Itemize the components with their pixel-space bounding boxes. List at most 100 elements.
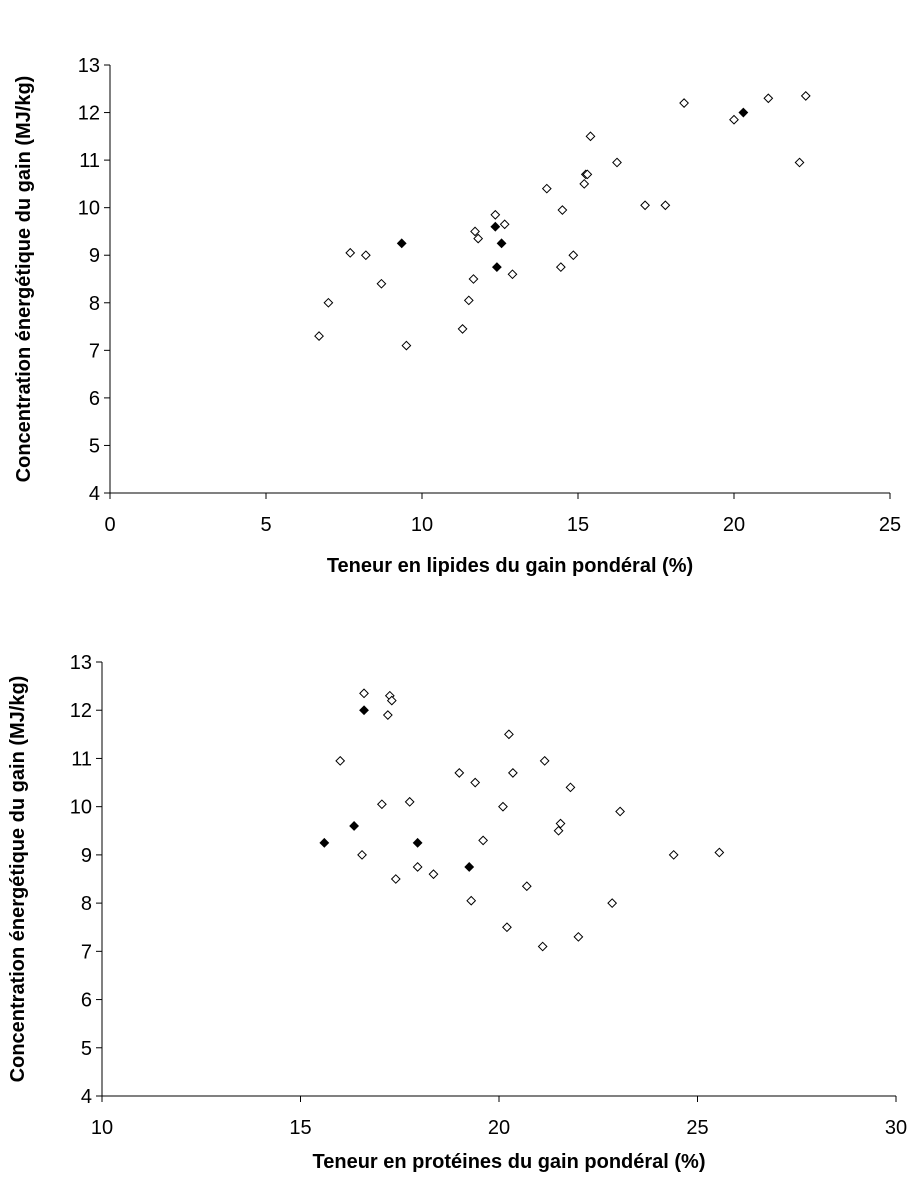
- data-point-open: [557, 205, 568, 215]
- data-point-open: [498, 801, 508, 812]
- x-tick-label: 30: [885, 1117, 907, 1139]
- data-point-open: [555, 262, 566, 273]
- x-tick-label: 25: [879, 514, 901, 536]
- data-point-open: [376, 799, 387, 810]
- data-point-open: [499, 219, 510, 230]
- data-point-filled: [349, 821, 360, 831]
- y-axis-title: Concentration énergétique du gain (MJ/kg…: [7, 676, 29, 1083]
- data-point-open: [470, 226, 480, 237]
- data-point-open: [376, 278, 387, 289]
- data-point-open: [679, 98, 689, 108]
- y-tick-label: 11: [71, 748, 92, 770]
- data-point-filled: [319, 837, 330, 848]
- data-point-open: [607, 898, 618, 909]
- data-point-filled: [491, 262, 502, 273]
- data-point-open: [323, 297, 334, 308]
- data-point-filled: [464, 862, 475, 872]
- data-point-open: [640, 200, 650, 211]
- data-point-open: [390, 874, 401, 884]
- data-point-open: [335, 755, 346, 766]
- data-point-open: [714, 847, 725, 858]
- x-tick-label: 0: [104, 514, 115, 536]
- x-tick-label: 15: [567, 514, 589, 536]
- data-point-open: [359, 688, 369, 699]
- y-tick-label: 8: [89, 293, 100, 315]
- data-point-open: [668, 849, 679, 860]
- data-point-open: [382, 710, 393, 720]
- data-point-filled: [490, 221, 501, 232]
- data-point-open: [504, 729, 514, 740]
- data-point-filled: [496, 238, 507, 249]
- data-point-open: [507, 269, 518, 280]
- data-point-open: [470, 777, 481, 788]
- data-point-open: [466, 895, 477, 906]
- data-point-open: [404, 796, 415, 807]
- data-point-open: [502, 922, 512, 933]
- data-point-open: [314, 331, 324, 341]
- data-point-open: [412, 862, 423, 872]
- y-tick-label: 11: [79, 150, 100, 172]
- x-tick-label: 10: [411, 514, 433, 536]
- data-point-open: [573, 931, 584, 942]
- data-point-open: [612, 157, 622, 168]
- y-tick-label: 4: [89, 483, 100, 505]
- data-point-filled: [738, 107, 749, 118]
- y-axis-title: Concentration énergétique du gain (MJ/kg…: [13, 76, 35, 483]
- y-tick-label: 13: [78, 55, 100, 77]
- x-tick-label: 20: [488, 1117, 510, 1139]
- data-point-open: [386, 695, 397, 706]
- data-point-filled: [359, 705, 369, 716]
- y-tick-label: 10: [70, 797, 92, 819]
- data-point-open: [537, 941, 548, 952]
- data-point-open: [582, 169, 593, 180]
- data-point-open: [565, 782, 576, 793]
- y-tick-label: 7: [81, 941, 92, 963]
- x-axis-title: Teneur en protéines du gain pondéral (%): [313, 1151, 706, 1173]
- x-tick-label: 15: [289, 1117, 311, 1139]
- data-point-open: [478, 835, 489, 846]
- data-point-open: [660, 200, 671, 211]
- data-point-filled: [412, 837, 423, 848]
- y-tick-label: 12: [78, 103, 100, 125]
- y-tick-label: 6: [89, 388, 100, 410]
- data-point-open: [357, 849, 367, 860]
- data-point-open: [468, 274, 479, 284]
- data-point-open: [541, 183, 552, 194]
- y-tick-label: 9: [81, 845, 92, 867]
- y-tick-label: 4: [81, 1086, 92, 1108]
- chart-protein-energy: 10 15 20 25 30 4 5 6 7 8 9 10 11 12 13 Teneur en protéi…: [7, 652, 907, 1173]
- data-point-open: [428, 869, 439, 880]
- data-point-open: [615, 806, 625, 817]
- data-point-open: [490, 209, 501, 220]
- y-tick-label: 12: [70, 700, 92, 722]
- data-point-open: [585, 131, 596, 142]
- data-point-open: [345, 247, 356, 258]
- data-point-open: [800, 91, 811, 101]
- data-point-open: [521, 881, 532, 892]
- data-point-open: [539, 755, 550, 766]
- data-point-open: [507, 768, 518, 778]
- data-point-open: [568, 250, 579, 261]
- x-tick-label: 5: [260, 514, 271, 536]
- y-tick-label: 7: [89, 340, 100, 362]
- data-point-open: [360, 250, 371, 261]
- x-axis-title: Teneur en lipides du gain pondéral (%): [327, 555, 693, 577]
- y-tick-label: 9: [89, 245, 100, 267]
- y-tick-label: 8: [81, 893, 92, 915]
- data-point-open: [729, 114, 739, 125]
- data-point-open: [473, 233, 484, 244]
- data-point-open: [401, 340, 412, 351]
- y-tick-label: 6: [81, 990, 92, 1012]
- data-point-open: [763, 93, 774, 104]
- data-point-filled: [396, 238, 407, 249]
- data-point-open: [794, 157, 805, 168]
- x-tick-label: 10: [91, 1117, 113, 1139]
- x-tick-label: 20: [723, 514, 745, 536]
- y-tick-label: 5: [81, 1038, 92, 1060]
- data-point-open: [579, 178, 590, 189]
- x-tick-label: 25: [686, 1117, 708, 1139]
- y-tick-label: 10: [78, 198, 100, 220]
- chart-lipid-energy: 0 5 10 15 20 25 4 5 6 7 8 9 10 11 12 13 Teneur en lipide…: [13, 55, 901, 577]
